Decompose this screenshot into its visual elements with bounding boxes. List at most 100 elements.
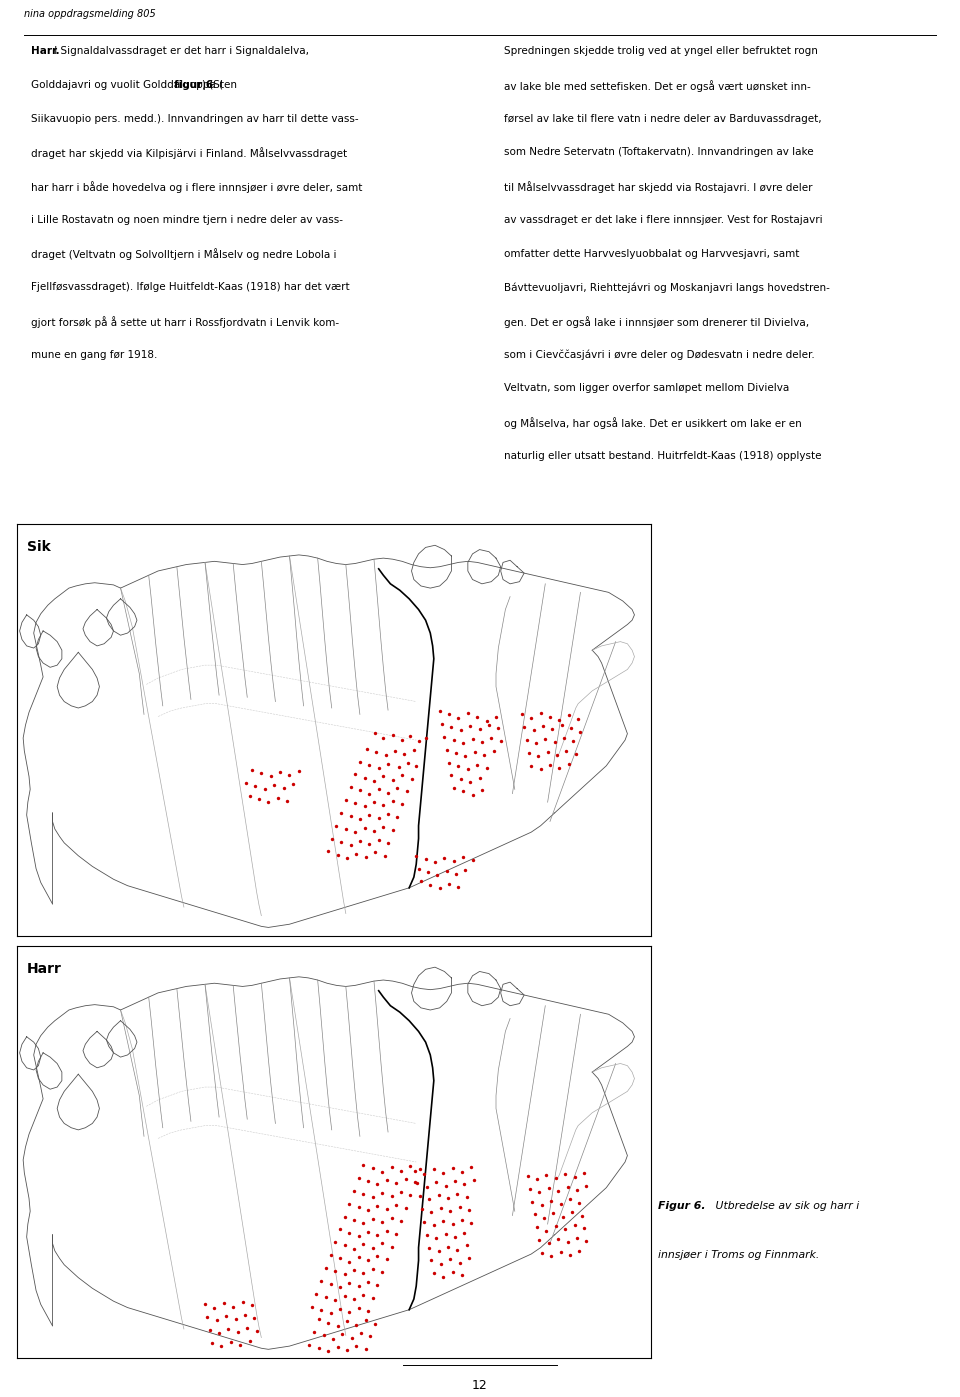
Point [541, 1232, 557, 1255]
Point [389, 1193, 404, 1215]
Point [348, 821, 363, 844]
Point [327, 1289, 343, 1312]
Point [200, 1306, 215, 1329]
Point [395, 764, 410, 787]
Point [368, 721, 383, 743]
Point [402, 1185, 418, 1207]
Point [444, 1261, 460, 1284]
Point [489, 705, 504, 728]
Point [242, 1330, 257, 1352]
Point [541, 1176, 557, 1199]
Point [411, 858, 426, 880]
Point [451, 876, 467, 898]
Point [538, 728, 553, 750]
Point [318, 1257, 333, 1280]
Point [423, 1201, 439, 1224]
Point [446, 777, 462, 799]
Point [442, 703, 457, 725]
Point [439, 739, 454, 761]
Point [525, 1190, 540, 1213]
Point [529, 1168, 544, 1190]
Point [374, 1261, 390, 1284]
Point [532, 1180, 547, 1203]
Point [261, 791, 276, 813]
Point [433, 1253, 448, 1275]
Point [356, 1284, 372, 1306]
Point [442, 872, 457, 894]
Point [323, 1273, 338, 1295]
Point [356, 1154, 372, 1176]
Point [347, 1238, 362, 1260]
Point [474, 780, 490, 802]
Point [314, 1270, 329, 1292]
Point [443, 1200, 458, 1222]
Point [348, 842, 364, 865]
Text: Harr: Harr [27, 961, 61, 977]
Point [543, 1245, 559, 1267]
Point [390, 806, 405, 828]
Point [576, 1161, 591, 1183]
Point [342, 1221, 357, 1243]
Point [534, 1193, 549, 1215]
Point [237, 1303, 252, 1326]
Point [439, 859, 454, 882]
Point [449, 1183, 465, 1206]
Point [371, 828, 386, 851]
Text: av vassdraget er det lake i flere innnsjøer. Vest for Rostajavri: av vassdraget er det lake i flere innnsj… [504, 215, 823, 225]
Point [379, 1169, 395, 1192]
Point [563, 1189, 578, 1211]
Point [426, 1214, 442, 1236]
Point [365, 1236, 380, 1259]
Point [356, 1234, 372, 1256]
Point [561, 753, 576, 775]
Point [311, 1337, 326, 1359]
Point [244, 759, 259, 781]
Point [557, 726, 572, 749]
Point [458, 745, 473, 767]
Point [564, 1201, 580, 1224]
Point [198, 1294, 213, 1316]
Point [316, 1324, 331, 1347]
Point [533, 757, 548, 780]
Point [399, 781, 415, 803]
Point [360, 1299, 375, 1322]
Point [426, 1158, 442, 1180]
Point [365, 1257, 380, 1280]
Point [388, 739, 403, 761]
Point [443, 1249, 458, 1271]
Point [379, 1249, 395, 1271]
Point [436, 1161, 451, 1183]
Point [339, 847, 354, 869]
Point [362, 803, 377, 826]
Point [384, 1185, 399, 1207]
Point [339, 1310, 354, 1333]
Point [460, 757, 475, 780]
Point [417, 1162, 432, 1185]
Point [374, 1211, 390, 1234]
Point [431, 1239, 446, 1261]
Point [375, 766, 391, 788]
Point [563, 1243, 578, 1266]
Point [560, 1231, 575, 1253]
Point [396, 743, 412, 766]
Point [347, 1288, 362, 1310]
Point [567, 1166, 583, 1189]
Text: nina oppdragsmelding 805: nina oppdragsmelding 805 [24, 8, 156, 18]
Point [342, 1193, 357, 1215]
Point [411, 731, 426, 753]
Point [214, 1336, 229, 1358]
Point [523, 754, 539, 777]
Point [374, 1232, 390, 1255]
Point [385, 768, 400, 791]
Point [407, 1160, 422, 1182]
Point [390, 777, 405, 799]
Point [342, 1250, 357, 1273]
Point [248, 775, 263, 798]
Point [413, 870, 428, 893]
Point [553, 1241, 568, 1263]
Point [542, 753, 558, 775]
Text: førsel av lake til flere vatn i nedre deler av Barduvassdraget,: førsel av lake til flere vatn i nedre de… [504, 113, 822, 124]
Point [436, 1266, 451, 1288]
Point [368, 1312, 383, 1334]
Point [351, 1296, 367, 1319]
